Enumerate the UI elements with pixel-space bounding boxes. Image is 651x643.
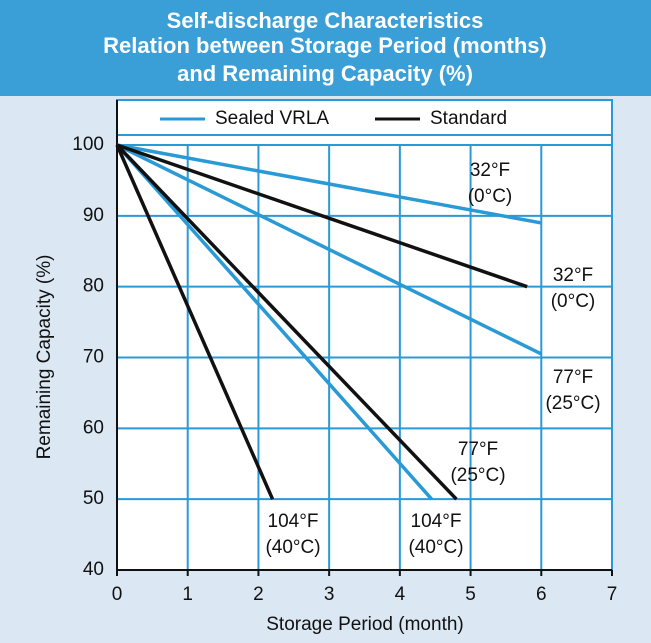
legend-label: Standard (430, 108, 507, 129)
chart-title: Self-discharge Characteristics (167, 8, 484, 33)
line-series (116, 143, 528, 289)
y-tick-label: 80 (83, 276, 104, 297)
line-annotation: (25°C) (450, 465, 505, 486)
line-series (116, 143, 542, 225)
y-tick-label: 90 (83, 205, 104, 226)
line-annotation: 77°F (458, 439, 498, 460)
legend-label: Sealed VRLA (215, 108, 329, 129)
x-tick-label: 4 (395, 584, 406, 605)
x-tick-label: 2 (253, 584, 264, 605)
x-tick-label: 1 (182, 584, 193, 605)
line-series (115, 143, 433, 501)
x-tick-label: 3 (324, 584, 335, 605)
chart-title: and Remaining Capacity (%) (177, 61, 473, 86)
x-tick-label: 0 (112, 584, 123, 605)
line-series (115, 144, 275, 500)
line-annotation: (0°C) (551, 291, 596, 312)
chart-title: Relation between Storage Period (months) (103, 33, 547, 58)
line-annotation: (40°C) (408, 537, 463, 558)
y-tick-label: 40 (83, 559, 104, 580)
line-annotation: 77°F (553, 367, 593, 388)
y-tick-label: 100 (72, 134, 104, 155)
line-annotation: (25°C) (545, 393, 600, 414)
x-axis-label: Storage Period (month) (266, 614, 464, 635)
y-tick-label: 50 (83, 488, 104, 509)
line-series (116, 143, 543, 356)
line-series (115, 143, 458, 501)
y-axis-label: Remaining Capacity (%) (34, 255, 55, 460)
line-annotation: (0°C) (468, 186, 513, 207)
y-tick-label: 60 (83, 417, 104, 438)
line-annotation: 32°F (470, 160, 510, 181)
y-tick-label: 70 (83, 347, 104, 368)
line-annotation: 104°F (411, 511, 462, 532)
x-tick-label: 6 (536, 584, 547, 605)
x-tick-label: 7 (607, 584, 618, 605)
line-annotation: 32°F (553, 265, 593, 286)
title-band (0, 0, 651, 96)
line-annotation: 104°F (268, 511, 319, 532)
x-tick-label: 5 (465, 584, 476, 605)
line-annotation: (40°C) (265, 537, 320, 558)
